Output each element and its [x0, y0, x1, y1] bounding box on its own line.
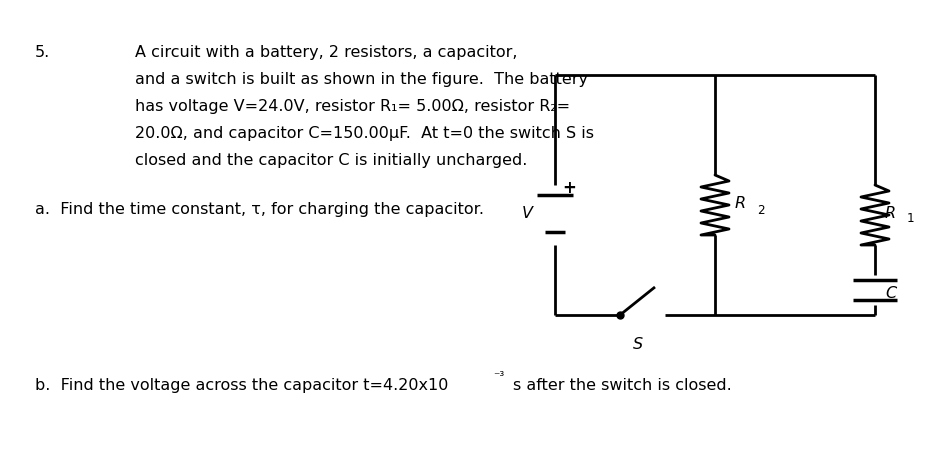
Text: b.  Find the voltage across the capacitor t=4.20x10: b. Find the voltage across the capacitor… [35, 378, 449, 393]
Text: 1: 1 [907, 212, 915, 225]
Text: 2: 2 [757, 203, 765, 216]
Text: R: R [735, 197, 746, 212]
Text: s after the switch is closed.: s after the switch is closed. [513, 378, 732, 393]
Text: has voltage V=24.0V, resistor R₁= 5.00Ω, resistor R₂=: has voltage V=24.0V, resistor R₁= 5.00Ω,… [135, 99, 570, 114]
Text: V: V [522, 206, 533, 220]
Text: R: R [885, 206, 896, 220]
Text: A circuit with a battery, 2 resistors, a capacitor,: A circuit with a battery, 2 resistors, a… [135, 45, 517, 60]
Text: 20.0Ω, and capacitor C=150.00μF.  At t=0 the switch S is: 20.0Ω, and capacitor C=150.00μF. At t=0 … [135, 126, 594, 141]
Text: 5.: 5. [35, 45, 50, 60]
Text: S: S [633, 337, 643, 352]
Text: a.  Find the time constant, τ, for charging the capacitor.: a. Find the time constant, τ, for chargi… [35, 202, 484, 217]
Text: and a switch is built as shown in the figure.  The battery: and a switch is built as shown in the fi… [135, 72, 588, 87]
Text: +: + [562, 179, 576, 197]
Text: closed and the capacitor C is initially uncharged.: closed and the capacitor C is initially … [135, 153, 527, 168]
Text: C: C [885, 285, 896, 301]
Text: ⁻³: ⁻³ [493, 370, 504, 383]
